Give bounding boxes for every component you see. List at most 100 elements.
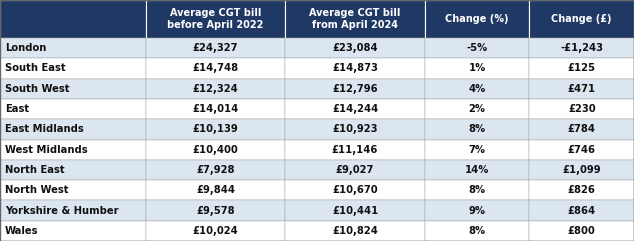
- Bar: [146, 160, 285, 180]
- Text: 8%: 8%: [469, 124, 486, 134]
- Text: £10,824: £10,824: [332, 226, 378, 236]
- Bar: [425, 79, 529, 99]
- Text: North West: North West: [5, 185, 68, 195]
- Bar: [425, 58, 529, 79]
- Text: £7,928: £7,928: [197, 165, 235, 175]
- Text: London: London: [5, 43, 46, 53]
- Text: North East: North East: [5, 165, 65, 175]
- Bar: [146, 201, 285, 221]
- Bar: [529, 0, 634, 38]
- Bar: [529, 119, 634, 140]
- Text: Change (£): Change (£): [552, 14, 612, 24]
- Bar: [146, 38, 285, 58]
- Text: £11,146: £11,146: [332, 145, 378, 155]
- Bar: [285, 0, 425, 38]
- Text: £12,796: £12,796: [332, 84, 378, 94]
- Bar: [529, 99, 634, 119]
- Bar: [0, 180, 146, 201]
- Text: -£1,243: -£1,243: [560, 43, 603, 53]
- Text: £24,327: £24,327: [193, 43, 238, 53]
- Text: £9,027: £9,027: [336, 165, 374, 175]
- Text: Change (%): Change (%): [445, 14, 509, 24]
- Text: Average CGT bill
from April 2024: Average CGT bill from April 2024: [309, 8, 401, 30]
- Text: 14%: 14%: [465, 165, 489, 175]
- Text: West Midlands: West Midlands: [5, 145, 87, 155]
- Text: South East: South East: [5, 63, 66, 74]
- Text: £800: £800: [568, 226, 595, 236]
- Bar: [146, 119, 285, 140]
- Bar: [146, 99, 285, 119]
- Bar: [425, 0, 529, 38]
- Bar: [425, 140, 529, 160]
- Bar: [146, 79, 285, 99]
- Bar: [285, 79, 425, 99]
- Bar: [425, 180, 529, 201]
- Bar: [285, 160, 425, 180]
- Text: Average CGT bill
before April 2022: Average CGT bill before April 2022: [167, 8, 264, 30]
- Bar: [0, 58, 146, 79]
- Text: £10,923: £10,923: [332, 124, 378, 134]
- Bar: [0, 38, 146, 58]
- Bar: [146, 221, 285, 241]
- Bar: [285, 201, 425, 221]
- Text: 8%: 8%: [469, 226, 486, 236]
- Bar: [529, 38, 634, 58]
- Bar: [285, 180, 425, 201]
- Bar: [0, 79, 146, 99]
- Text: £14,244: £14,244: [332, 104, 378, 114]
- Text: 2%: 2%: [469, 104, 486, 114]
- Text: Yorkshire & Humber: Yorkshire & Humber: [5, 206, 119, 215]
- Text: £9,844: £9,844: [196, 185, 235, 195]
- Text: East: East: [5, 104, 29, 114]
- Bar: [425, 38, 529, 58]
- Bar: [0, 201, 146, 221]
- Bar: [285, 140, 425, 160]
- Text: East Midlands: East Midlands: [5, 124, 84, 134]
- Text: 7%: 7%: [469, 145, 486, 155]
- Bar: [529, 221, 634, 241]
- Bar: [425, 119, 529, 140]
- Bar: [529, 160, 634, 180]
- Text: Wales: Wales: [5, 226, 39, 236]
- Bar: [285, 58, 425, 79]
- Bar: [0, 0, 146, 38]
- Text: 1%: 1%: [469, 63, 486, 74]
- Text: £10,024: £10,024: [193, 226, 238, 236]
- Text: South West: South West: [5, 84, 70, 94]
- Bar: [285, 221, 425, 241]
- Bar: [285, 99, 425, 119]
- Text: £10,400: £10,400: [193, 145, 238, 155]
- Text: £14,014: £14,014: [193, 104, 238, 114]
- Bar: [146, 0, 285, 38]
- Bar: [0, 160, 146, 180]
- Bar: [0, 221, 146, 241]
- Text: 8%: 8%: [469, 185, 486, 195]
- Bar: [0, 140, 146, 160]
- Bar: [529, 140, 634, 160]
- Text: 4%: 4%: [469, 84, 486, 94]
- Text: £23,084: £23,084: [332, 43, 378, 53]
- Text: £9,578: £9,578: [197, 206, 235, 215]
- Bar: [529, 201, 634, 221]
- Bar: [0, 119, 146, 140]
- Bar: [529, 180, 634, 201]
- Bar: [529, 58, 634, 79]
- Bar: [0, 99, 146, 119]
- Text: £230: £230: [568, 104, 595, 114]
- Bar: [285, 38, 425, 58]
- Text: £10,441: £10,441: [332, 206, 378, 215]
- Text: £784: £784: [567, 124, 596, 134]
- Text: £471: £471: [567, 84, 596, 94]
- Text: £125: £125: [567, 63, 596, 74]
- Bar: [146, 58, 285, 79]
- Text: £10,670: £10,670: [332, 185, 378, 195]
- Bar: [425, 201, 529, 221]
- Text: £1,099: £1,099: [562, 165, 601, 175]
- Text: £12,324: £12,324: [193, 84, 238, 94]
- Text: £10,139: £10,139: [193, 124, 238, 134]
- Bar: [285, 119, 425, 140]
- Bar: [425, 221, 529, 241]
- Text: 9%: 9%: [469, 206, 486, 215]
- Bar: [425, 99, 529, 119]
- Bar: [146, 140, 285, 160]
